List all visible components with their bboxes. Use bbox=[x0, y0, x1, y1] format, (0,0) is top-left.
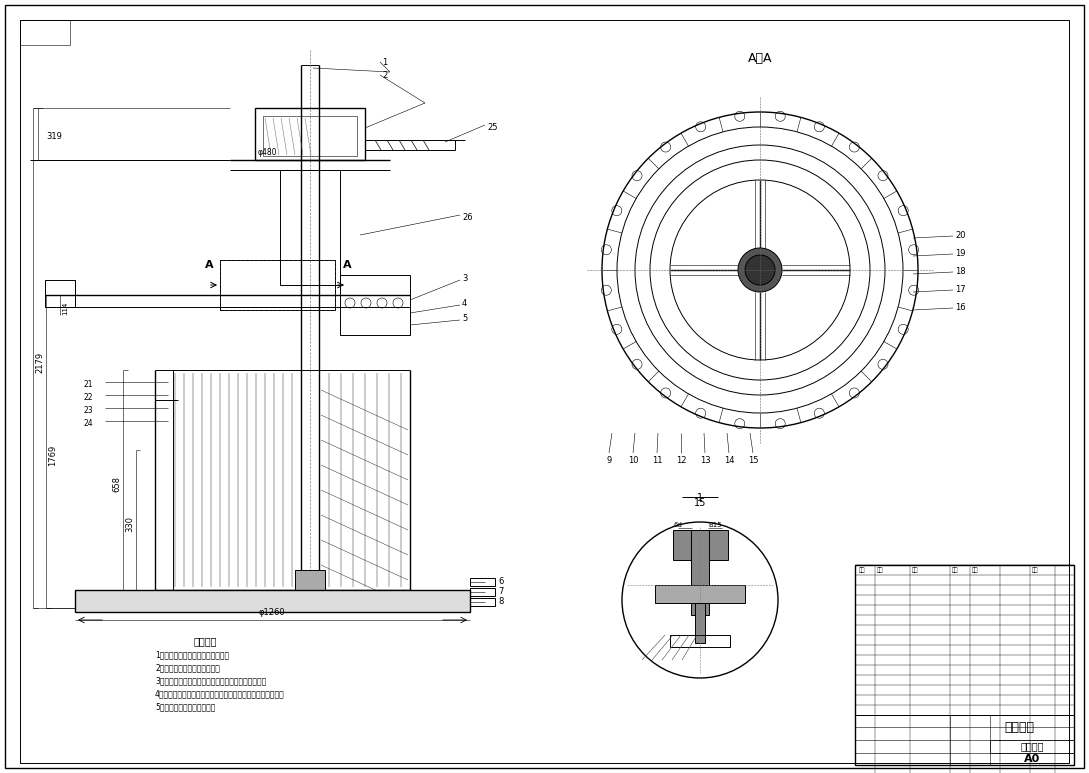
Text: 数量: 数量 bbox=[952, 567, 958, 573]
Bar bbox=[340, 275, 409, 335]
Text: 15: 15 bbox=[748, 456, 758, 465]
Text: 2: 2 bbox=[382, 70, 388, 80]
Text: 6d: 6d bbox=[674, 522, 683, 528]
Text: 24: 24 bbox=[83, 418, 93, 427]
Text: 1、减速器轴承须用稀油润滑润滑。: 1、减速器轴承须用稀油润滑润滑。 bbox=[155, 650, 229, 659]
Text: 组合部件: 组合部件 bbox=[1004, 721, 1035, 734]
Text: 658: 658 bbox=[112, 476, 121, 492]
Bar bbox=[654, 585, 745, 603]
Bar bbox=[264, 116, 357, 156]
Bar bbox=[45, 280, 75, 307]
Text: 10: 10 bbox=[627, 456, 638, 465]
Text: 25: 25 bbox=[487, 123, 498, 132]
Bar bbox=[470, 598, 495, 606]
Text: 319: 319 bbox=[46, 131, 62, 141]
Text: 114: 114 bbox=[62, 301, 68, 315]
Text: A0: A0 bbox=[1024, 754, 1040, 764]
Text: 1: 1 bbox=[382, 57, 388, 66]
Text: 3: 3 bbox=[462, 274, 467, 282]
Text: 11: 11 bbox=[651, 456, 662, 465]
Text: B15: B15 bbox=[708, 522, 722, 528]
Circle shape bbox=[745, 255, 775, 285]
Text: 21: 21 bbox=[83, 380, 93, 389]
Text: 技术要求: 技术要求 bbox=[193, 636, 217, 646]
Text: 1: 1 bbox=[697, 493, 703, 503]
Bar bbox=[695, 603, 705, 643]
Text: 18: 18 bbox=[955, 267, 966, 275]
Text: 22: 22 bbox=[83, 393, 93, 401]
Text: 330: 330 bbox=[125, 516, 134, 532]
Text: 名称: 名称 bbox=[911, 567, 918, 573]
Text: 6: 6 bbox=[498, 577, 503, 585]
Text: 26: 26 bbox=[462, 213, 473, 222]
Circle shape bbox=[738, 248, 782, 292]
Text: 7: 7 bbox=[498, 587, 503, 595]
Text: A: A bbox=[343, 260, 352, 270]
Text: A: A bbox=[205, 260, 213, 270]
Text: 20: 20 bbox=[955, 230, 966, 240]
Text: 14: 14 bbox=[724, 456, 734, 465]
Bar bbox=[295, 570, 325, 595]
Text: 代号: 代号 bbox=[877, 567, 883, 573]
Bar bbox=[280, 170, 340, 285]
Text: 17: 17 bbox=[955, 284, 966, 294]
Text: φ1260: φ1260 bbox=[259, 608, 285, 617]
Text: 材料: 材料 bbox=[972, 567, 979, 573]
Bar bbox=[75, 590, 470, 612]
Text: A－A: A－A bbox=[748, 52, 772, 65]
Text: 13: 13 bbox=[700, 456, 710, 465]
Text: 2、蜗盘减速器须先小跑密封。: 2、蜗盘减速器须先小跑密封。 bbox=[155, 663, 220, 672]
Text: 回转部分: 回转部分 bbox=[1020, 741, 1043, 751]
Text: 9: 9 bbox=[607, 456, 612, 465]
Text: 5、轴承外侧需做耐磨处理。: 5、轴承外侧需做耐磨处理。 bbox=[155, 702, 216, 711]
Text: 4: 4 bbox=[462, 298, 467, 308]
Text: 23: 23 bbox=[83, 406, 93, 414]
Bar bbox=[20, 20, 70, 45]
Bar bbox=[470, 588, 495, 596]
Text: 15: 15 bbox=[694, 498, 706, 508]
Text: 5: 5 bbox=[462, 314, 467, 322]
Bar bbox=[470, 578, 495, 586]
Bar bbox=[255, 108, 365, 160]
Text: φ480: φ480 bbox=[258, 148, 278, 157]
Text: 19: 19 bbox=[955, 248, 966, 257]
Text: 12: 12 bbox=[676, 456, 686, 465]
Text: 16: 16 bbox=[955, 302, 966, 312]
Bar bbox=[670, 635, 730, 647]
Text: 8: 8 bbox=[498, 597, 503, 605]
Bar bbox=[220, 260, 335, 310]
Bar bbox=[220, 260, 335, 310]
Text: 3、轴与轴承减速器需密封安装，保证之间的密封性。: 3、轴与轴承减速器需密封安装，保证之间的密封性。 bbox=[155, 676, 266, 685]
Text: 4、安装完成后立进油管立定油保正工作管轴承内无漏润滑油。: 4、安装完成后立进油管立定油保正工作管轴承内无漏润滑油。 bbox=[155, 689, 284, 698]
Bar bbox=[855, 565, 1074, 765]
Text: 序号: 序号 bbox=[859, 567, 866, 573]
Bar bbox=[692, 530, 709, 615]
Bar bbox=[990, 740, 1074, 753]
Bar bbox=[673, 530, 729, 560]
Text: 1769: 1769 bbox=[48, 444, 57, 465]
Text: 2179: 2179 bbox=[35, 352, 44, 373]
Text: 备注: 备注 bbox=[1032, 567, 1039, 573]
